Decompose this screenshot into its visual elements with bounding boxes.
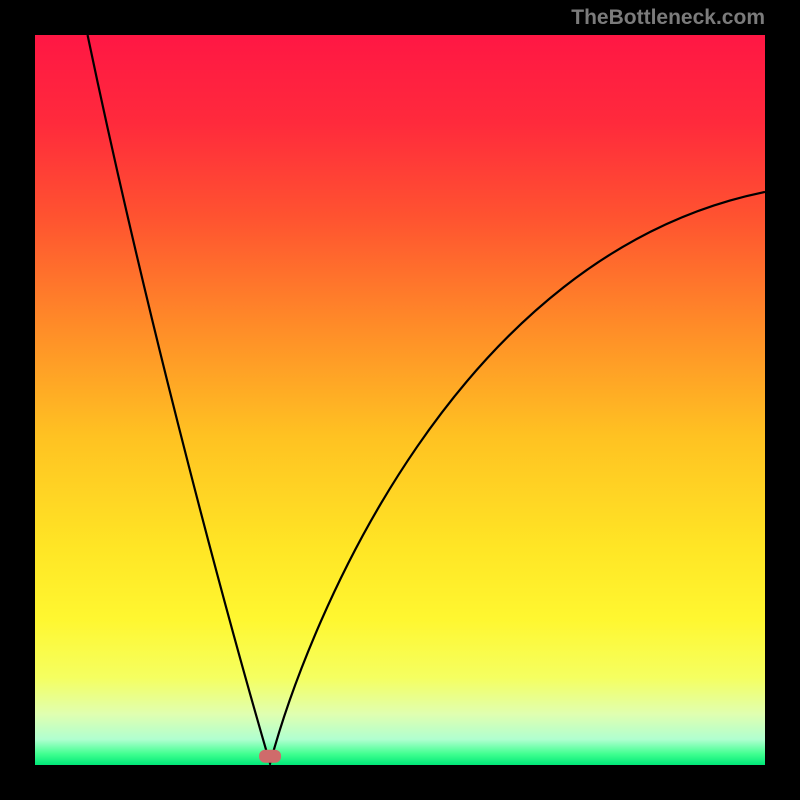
chart-container: TheBottleneck.com <box>0 0 800 800</box>
bottleneck-curve <box>88 35 765 764</box>
watermark-text: TheBottleneck.com <box>571 6 765 30</box>
vertex-marker <box>259 750 281 763</box>
curve-overlay <box>0 0 800 800</box>
